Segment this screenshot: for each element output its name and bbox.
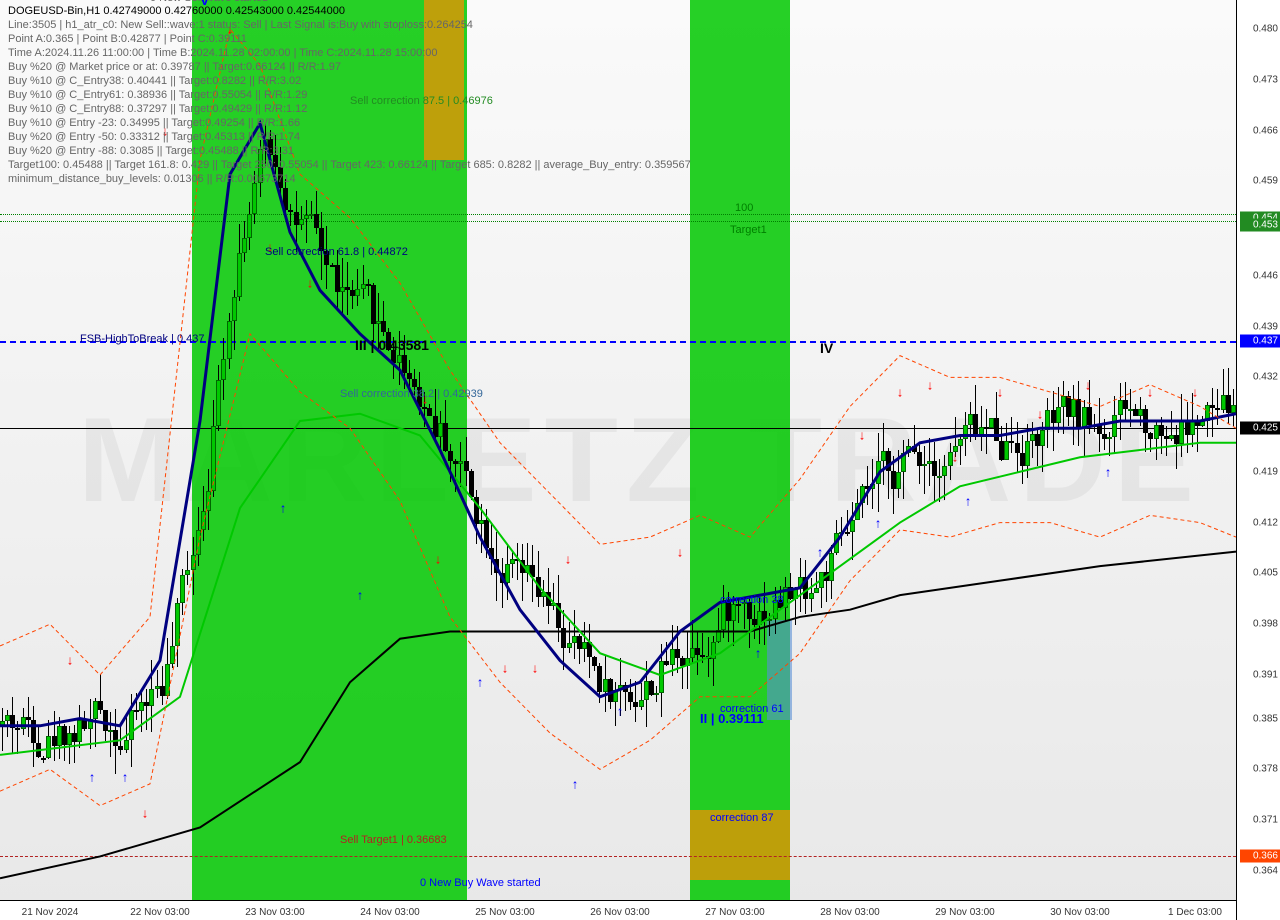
chart-annotation: correction 87: [710, 812, 774, 824]
horizontal-line: [0, 856, 1236, 857]
y-tick: 0.412: [1253, 517, 1278, 528]
x-tick: 23 Nov 03:00: [245, 907, 305, 918]
arrow-down-icon: ↓: [952, 450, 959, 465]
y-axis: 0.364 0.371 0.378 0.385 0.391 0.398 0.405 0.412…: [1236, 0, 1280, 920]
y-tick: 0.419: [1253, 466, 1278, 477]
chart-container: MARLETZ TRADE DOGEUSD-Bin,H1 0.42749000 …: [0, 0, 1280, 920]
info-line: Line:3505 | h1_atr_c0: New Sell::wave:1 …: [8, 18, 691, 32]
arrow-up-icon: ↑: [89, 769, 96, 784]
info-panel: DOGEUSD-Bin,H1 0.42749000 0.42760000 0.4…: [8, 4, 691, 186]
y-tick: 0.371: [1253, 815, 1278, 826]
price-marker: 0.453: [1240, 219, 1280, 232]
info-line: Buy %10 @ C_Entry61: 0.38936 || Target:0…: [8, 88, 691, 102]
arrow-down-icon: ↓: [67, 653, 74, 668]
y-tick: 0.446: [1253, 270, 1278, 281]
x-tick: 30 Nov 03:00: [1050, 907, 1110, 918]
chart-annotation: Sell correction 61.8 | 0.44872: [265, 246, 408, 258]
chart-annotation: II | 0.39111: [700, 711, 764, 726]
arrow-down-icon: ↓: [435, 551, 442, 566]
info-line: Buy %10 @ Entry -23: 0.34995 || Target:0…: [8, 116, 691, 130]
arrow-up-icon: ↑: [357, 588, 364, 603]
info-line: Point A:0.365 | Point B:0.42877 | Point …: [8, 32, 691, 46]
arrow-down-icon: ↓: [677, 544, 684, 559]
y-tick: 0.364: [1253, 865, 1278, 876]
arrow-down-icon: ↓: [565, 551, 572, 566]
chart-annotation: FSB-HighToBreak | 0.437: [80, 333, 205, 345]
arrow-down-icon: ↓: [502, 660, 509, 675]
arrow-down-icon: ↓: [1192, 384, 1199, 399]
y-tick: 0.466: [1253, 125, 1278, 136]
arrow-up-icon: ↑: [1105, 464, 1112, 479]
price-marker: 0.425: [1240, 422, 1280, 435]
y-tick: 0.391: [1253, 670, 1278, 681]
chart-annotation: correction 38: [720, 594, 784, 606]
y-tick: 0.473: [1253, 74, 1278, 85]
price-marker: 0.437: [1240, 335, 1280, 348]
arrow-down-icon: ↓: [1147, 384, 1154, 399]
x-tick: 28 Nov 03:00: [820, 907, 880, 918]
chart-annotation: 100: [735, 202, 753, 214]
x-tick: 24 Nov 03:00: [360, 907, 420, 918]
y-tick: 0.432: [1253, 372, 1278, 383]
info-line: Target100: 0.45488 || Target 161.8: 0.42…: [8, 158, 691, 172]
y-tick: 0.439: [1253, 321, 1278, 332]
arrow-up-icon: ↑: [280, 501, 287, 516]
info-line: Buy %10 @ C_Entry88: 0.37297 || Target:0…: [8, 102, 691, 116]
y-tick: 0.378: [1253, 764, 1278, 775]
arrow-down-icon: ↓: [1037, 406, 1044, 421]
y-tick: 0.405: [1253, 568, 1278, 579]
info-line: Buy %20 @ Entry -88: 0.3085 || Target:0.…: [8, 144, 691, 158]
y-tick: 0.480: [1253, 24, 1278, 35]
y-tick: 0.398: [1253, 619, 1278, 630]
y-tick: 0.385: [1253, 713, 1278, 724]
x-tick: 22 Nov 03:00: [130, 907, 190, 918]
chart-annotation: III | 0.43581: [355, 337, 429, 353]
arrow-up-icon: ↑: [817, 544, 824, 559]
chart-annotation: 0 New Buy Wave started: [420, 877, 541, 889]
chart-annotation: Sell correction 38.2 | 0.42939: [340, 388, 483, 400]
arrow-down-icon: ↓: [997, 384, 1004, 399]
horizontal-line: [0, 428, 1236, 429]
horizontal-line: [0, 214, 1236, 215]
chart-annotation: IV: [820, 340, 833, 356]
arrow-down-icon: ↓: [307, 276, 314, 291]
arrow-down-icon: ↓: [532, 660, 539, 675]
chart-annotation: Sell Target1 | 0.36683: [340, 834, 447, 846]
y-tick: 0.459: [1253, 176, 1278, 187]
x-tick: 26 Nov 03:00: [590, 907, 650, 918]
arrow-up-icon: ↑: [755, 646, 762, 661]
arrow-down-icon: ↓: [859, 428, 866, 443]
arrow-up-icon: ↑: [122, 769, 129, 784]
info-line: Time A:2024.11.26 11:00:00 | Time B:2024…: [8, 46, 691, 60]
x-tick: 27 Nov 03:00: [705, 907, 765, 918]
vertical-band: [690, 0, 790, 900]
x-tick: 29 Nov 03:00: [935, 907, 995, 918]
chart-annotation: Target1: [730, 224, 767, 236]
x-tick: 25 Nov 03:00: [475, 907, 535, 918]
arrow-up-icon: ↑: [572, 776, 579, 791]
info-line: Buy %20 @ Market price or at: 0.39787 ||…: [8, 60, 691, 74]
arrow-up-icon: ↑: [617, 704, 624, 719]
arrow-down-icon: ↓: [897, 384, 904, 399]
arrow-down-icon: ↓: [1085, 377, 1092, 392]
horizontal-line: [0, 221, 1236, 222]
price-marker: 0.366: [1240, 850, 1280, 863]
x-axis: 21 Nov 2024 22 Nov 03:00 23 Nov 03:00 24 No…: [0, 900, 1236, 920]
arrow-up-icon: ↑: [477, 675, 484, 690]
arrow-up-icon: ↑: [875, 515, 882, 530]
info-line: Buy %20 @ Entry -50: 0.33312 || Target:0…: [8, 130, 691, 144]
info-line: Buy %10 @ C_Entry38: 0.40441 || Target:0…: [8, 74, 691, 88]
arrow-down-icon: ↓: [142, 805, 149, 820]
info-line: minimum_distance_buy_levels: 0.01306 || …: [8, 172, 691, 186]
chart-header: DOGEUSD-Bin,H1 0.42749000 0.42760000 0.4…: [8, 4, 691, 18]
arrow-up-icon: ↑: [965, 493, 972, 508]
x-tick: 1 Dec 03:00: [1168, 907, 1222, 918]
x-tick: 21 Nov 2024: [22, 907, 79, 918]
arrow-down-icon: ↓: [927, 377, 934, 392]
